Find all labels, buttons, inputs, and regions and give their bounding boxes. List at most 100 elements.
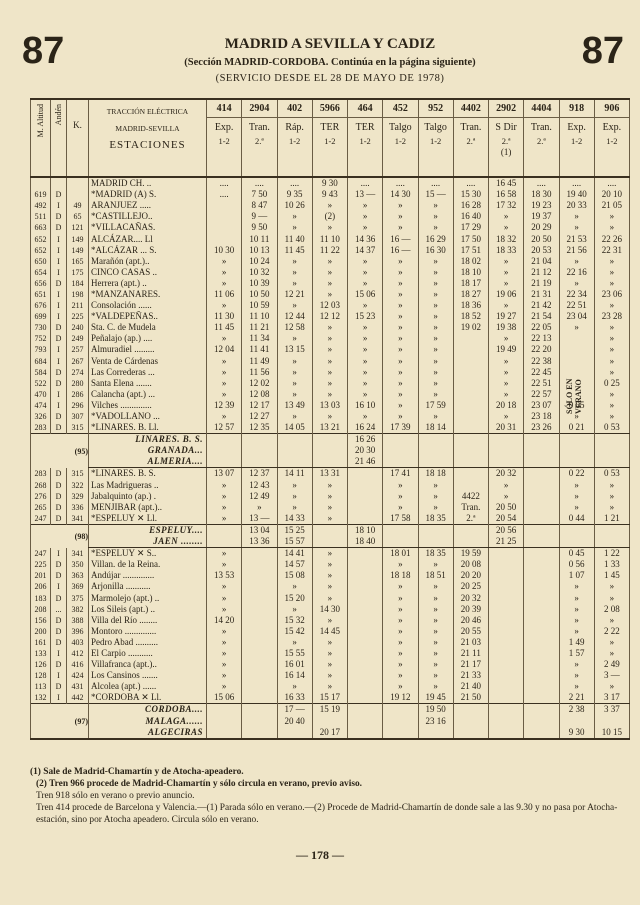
time: » <box>417 355 454 367</box>
time: 0 56 <box>558 559 595 571</box>
time <box>346 581 383 593</box>
time: 15 30 <box>452 189 489 201</box>
station: Santa Elena ....... <box>88 377 207 389</box>
km: 442 <box>66 692 89 704</box>
time: » <box>382 659 418 671</box>
train-head: 402 Ráp. 1-2 <box>276 99 313 178</box>
time: » <box>382 559 418 571</box>
time <box>523 547 559 560</box>
time: » <box>205 266 242 278</box>
time <box>487 647 524 660</box>
time: 16 — <box>382 233 418 245</box>
time: 20 31 <box>487 422 524 434</box>
time: 9 30 <box>311 177 348 190</box>
time: 20 18 <box>487 399 524 411</box>
km: 369 <box>66 581 89 593</box>
train-number: 2902 <box>489 103 524 118</box>
time: 15 42 <box>276 625 313 637</box>
time <box>593 456 630 469</box>
time: » <box>487 355 524 367</box>
time: .... <box>523 177 559 190</box>
time: » <box>205 490 242 502</box>
time: » <box>205 670 242 682</box>
block-row: (97) CORDOBA.... 17 —15 19 19 50 2 38 3 37 <box>30 703 630 739</box>
time: » <box>382 479 418 491</box>
station-row: 208... 382 Los Sileis (apt.) ..»» 14 30»» 20… <box>30 603 630 615</box>
time: » <box>382 266 418 278</box>
time: 15 — <box>417 189 454 201</box>
table-head: M. Altitud Andén K. TRACCIÓN ELÉCTRICA M… <box>30 99 630 178</box>
station: Pedro Abad .......... <box>88 636 207 648</box>
time: 11 10 <box>241 311 277 323</box>
station-row: 793 I 257 Almuradiel ......... 12 04 11 41 13 … <box>30 344 630 356</box>
time: » <box>276 277 313 289</box>
train-class: 2.ª <box>501 136 511 146</box>
time: » <box>311 266 348 278</box>
time: 21 56 <box>558 244 595 256</box>
train-class: 1-2 <box>429 136 442 146</box>
train-head: 5966 TER 1-2 <box>311 99 348 178</box>
time <box>417 536 454 549</box>
time <box>523 692 559 704</box>
platform: ... <box>50 603 67 615</box>
time: 10 26 <box>276 200 313 212</box>
time: » <box>311 581 348 593</box>
time: 2 49 <box>593 659 630 671</box>
time <box>346 659 383 671</box>
time: 20 40 <box>276 715 313 727</box>
time: » <box>346 366 383 378</box>
km: 307 <box>66 410 89 423</box>
time: 12 44 <box>276 311 313 323</box>
time: 2 08 <box>593 603 630 615</box>
time <box>241 681 277 693</box>
time <box>346 570 383 582</box>
time: » <box>487 366 524 378</box>
time <box>417 523 454 536</box>
train-class: 1-2 <box>218 136 230 146</box>
time: » <box>205 559 242 571</box>
time: » <box>346 266 383 278</box>
time: » <box>382 288 418 301</box>
time: » <box>276 211 313 223</box>
km: 280 <box>66 377 89 389</box>
time: » <box>311 490 348 502</box>
time: » <box>417 388 454 400</box>
km: 350 <box>66 559 89 571</box>
col-head: M. Altitud <box>30 99 51 178</box>
time: 13 49 <box>276 399 313 411</box>
station: Montoro .............. <box>88 625 207 637</box>
altitude: 268 <box>30 479 51 491</box>
time: » <box>487 211 524 223</box>
time: 12 57 <box>205 422 242 434</box>
time: » <box>417 288 454 301</box>
time: 16 01 <box>276 659 313 671</box>
time <box>523 479 559 491</box>
train-class: 2.ª <box>537 136 546 146</box>
time <box>346 726 383 740</box>
train-number: 4404 <box>524 103 559 118</box>
time: » <box>558 211 595 223</box>
train-type: Talgo <box>424 122 447 133</box>
time: .... <box>417 177 454 190</box>
altitude: 793 <box>30 344 51 356</box>
time: 14 45 <box>311 625 348 637</box>
platform: I <box>50 647 67 660</box>
km: 388 <box>66 614 89 626</box>
time <box>523 512 559 525</box>
station-row: 663 D 121 *VILLACAÑAS. 9 50»»»»» 17 29» 20 29»… <box>30 222 630 234</box>
time: 10 39 <box>241 277 277 289</box>
station-row: 684 I 267 Venta de Cárdenas» 11 49»»»»»» 22 3… <box>30 355 630 367</box>
time <box>593 445 630 457</box>
time: » <box>382 647 418 660</box>
platform: D <box>50 490 67 502</box>
time: 10 32 <box>241 266 277 278</box>
time: » <box>346 222 383 234</box>
time: 0 25 <box>593 377 630 389</box>
train-class: 1-2 <box>394 136 407 146</box>
time <box>452 433 489 446</box>
time: » <box>593 410 630 423</box>
time: 15 19 <box>311 703 348 716</box>
station-row: 522 D 280 Santa Elena .......» 12 02»»»»»» 22… <box>30 377 630 389</box>
time: » <box>417 647 454 660</box>
time: » <box>558 592 595 604</box>
